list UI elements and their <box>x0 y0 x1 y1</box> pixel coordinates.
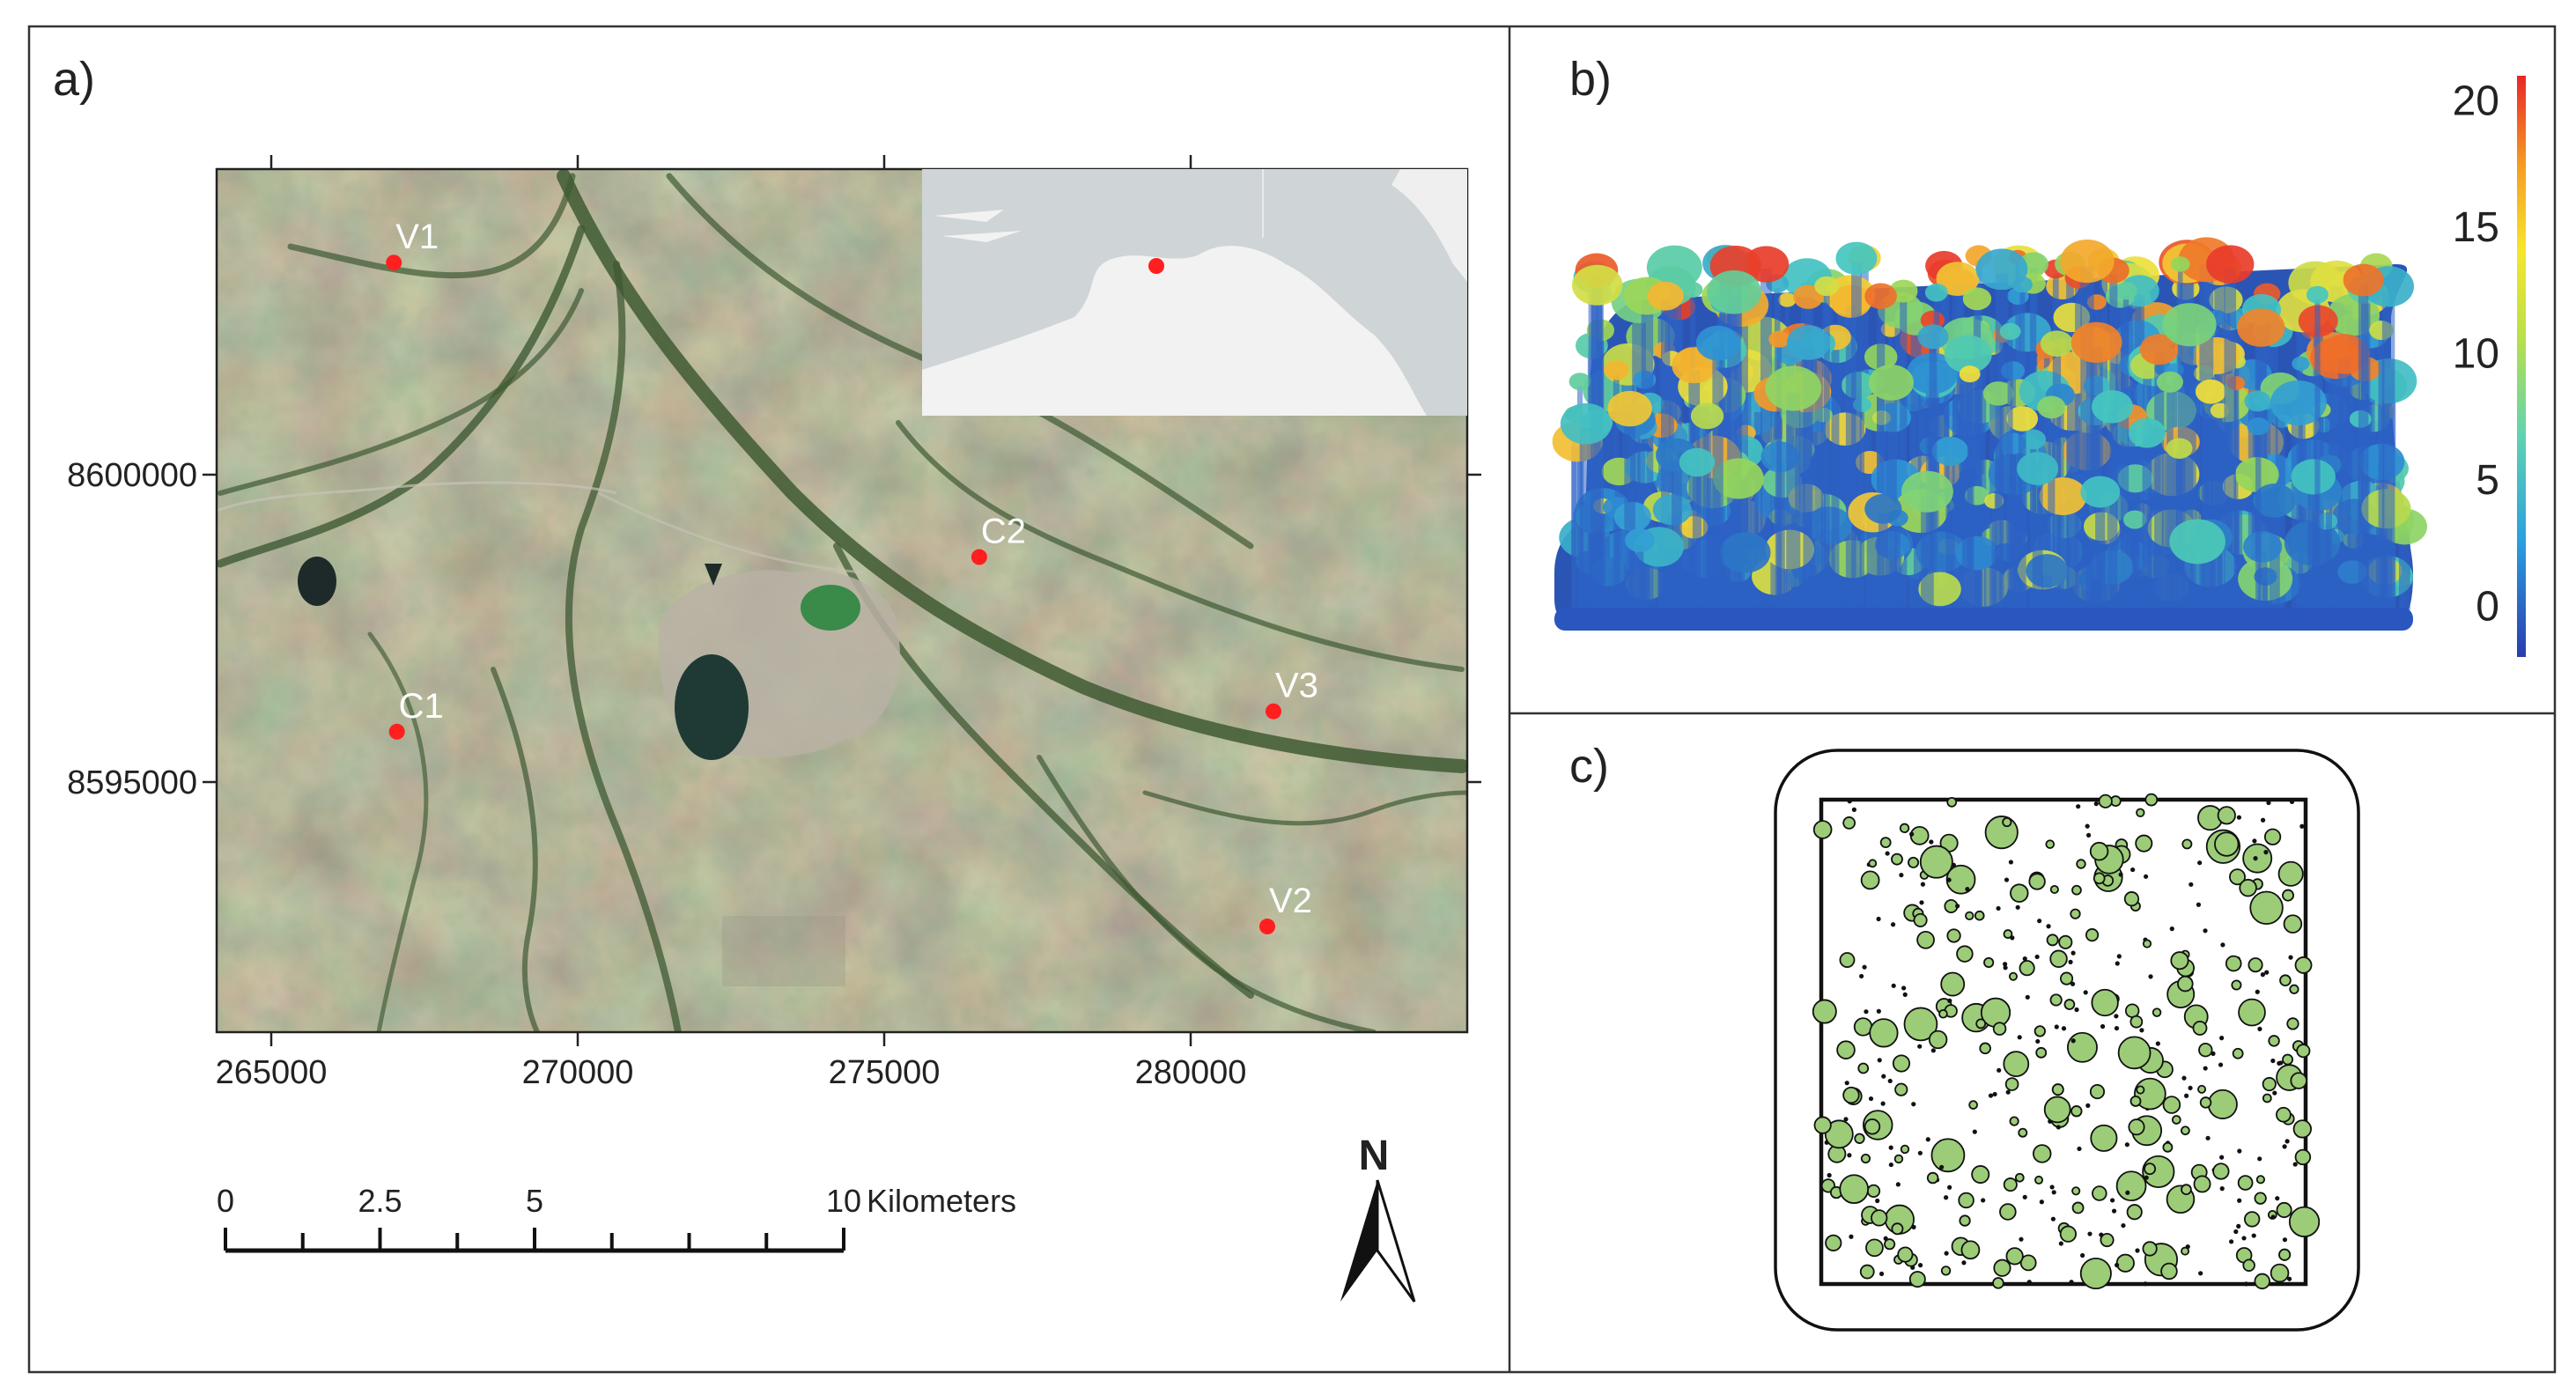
tree-stem-markers <box>1812 793 2321 1290</box>
scale-bar: 0 2.5 5 10 Kilometers <box>217 1183 1016 1253</box>
site-v3: V3 <box>1265 667 1318 720</box>
site-label: C1 <box>399 687 444 726</box>
x-tick-label: 265000 <box>216 1054 328 1091</box>
lidar-point-cloud <box>1552 237 2427 631</box>
y-axis: 8600000 8595000 <box>67 457 1481 801</box>
site-label: V3 <box>1275 667 1318 705</box>
inset-map <box>922 169 1467 416</box>
x-axis: 265000 270000 275000 280000 <box>216 155 1247 1091</box>
inset-land <box>922 246 1427 416</box>
site-v2: V2 <box>1259 882 1312 935</box>
site-markers: V1 C2 C1 V3 V2 <box>386 218 1318 935</box>
site-v1: V1 <box>386 218 439 271</box>
colorbar-ramp <box>2517 76 2526 657</box>
outer-frame <box>27 25 2557 1374</box>
scale-label: 2.5 <box>358 1183 402 1219</box>
map-border <box>215 167 1469 1034</box>
inset-location-marker <box>1148 258 1164 274</box>
colorbar-tick-label: 20 <box>2453 78 2499 125</box>
site-marker <box>971 549 987 565</box>
north-arrow: N <box>1340 1133 1416 1303</box>
panel-b-label: b) <box>1569 53 1612 106</box>
north-label: N <box>1359 1133 1390 1179</box>
site-label: V2 <box>1269 882 1312 920</box>
panel-c-label: c) <box>1569 740 1609 793</box>
site-c1: C1 <box>388 687 444 740</box>
panel-a-label: a) <box>53 53 95 106</box>
stem-map-outer-boundary <box>1774 749 2360 1332</box>
colorbar-tick-label: 15 <box>2453 204 2499 251</box>
x-tick-label: 275000 <box>829 1054 941 1091</box>
y-tick-label: 8600000 <box>67 457 197 494</box>
x-tick-label: 270000 <box>522 1054 634 1091</box>
colorbar-tick-label: 0 <box>2476 584 2499 631</box>
mine-site <box>217 481 900 760</box>
colorbar-tick-label: 10 <box>2453 331 2499 378</box>
colorbar: 20 15 10 5 0 <box>2453 76 2526 657</box>
site-marker <box>1265 703 1281 720</box>
scale-label: 0 <box>217 1183 234 1219</box>
y-tick-label: 8595000 <box>67 764 197 801</box>
site-c2: C2 <box>971 513 1026 565</box>
site-marker <box>386 255 402 271</box>
site-marker <box>388 723 405 740</box>
scale-label: 10 <box>826 1183 861 1219</box>
site-marker <box>1259 919 1275 935</box>
scale-unit: Kilometers <box>867 1183 1016 1219</box>
stem-map-plot-boundary <box>1819 797 2308 1287</box>
site-label: V1 <box>395 218 439 256</box>
scale-label: 5 <box>526 1183 543 1219</box>
x-tick-label: 280000 <box>1135 1054 1247 1091</box>
colorbar-tick-label: 5 <box>2476 457 2499 504</box>
site-label: C2 <box>981 513 1026 551</box>
